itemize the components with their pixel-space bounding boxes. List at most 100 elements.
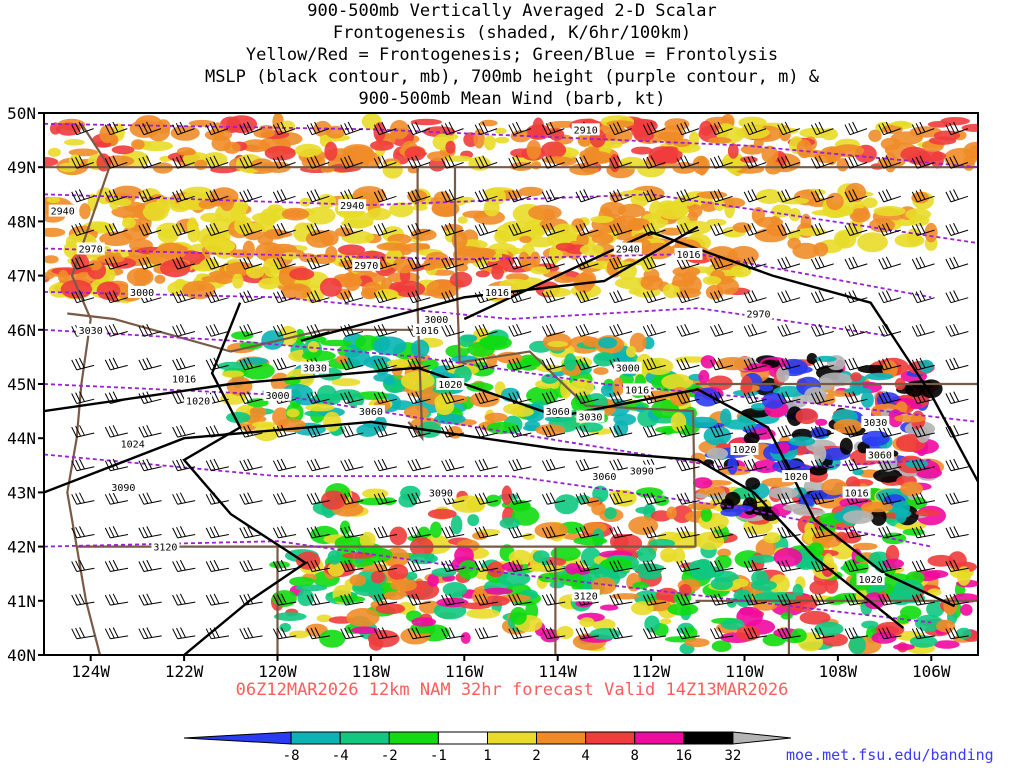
wind-barb xyxy=(272,121,296,136)
wind-barb xyxy=(743,425,767,438)
height-contour-label: 3060 xyxy=(590,470,619,483)
shading-patch xyxy=(662,283,680,299)
shading-patch xyxy=(331,378,361,387)
shading-patch xyxy=(232,273,244,289)
wind-barb xyxy=(508,526,532,539)
wind-barb xyxy=(239,425,263,438)
shading-patch xyxy=(703,425,732,446)
shading-patch xyxy=(600,604,619,611)
shading-patch xyxy=(126,267,154,287)
shading-patch xyxy=(714,555,732,569)
svg-text:3030: 3030 xyxy=(303,364,327,375)
wind-barb xyxy=(777,559,801,572)
wind-barb xyxy=(373,290,397,304)
wind-barb xyxy=(239,290,263,304)
shading-patch xyxy=(590,215,614,223)
colorbar-tick-label: 2 xyxy=(532,748,540,764)
shading-patch xyxy=(667,602,699,616)
svg-text:3060: 3060 xyxy=(868,451,892,462)
wind-barb xyxy=(71,357,95,371)
shading-patch xyxy=(644,357,674,375)
shading-patch xyxy=(68,148,99,157)
wind-barb xyxy=(575,222,599,236)
shading-patch xyxy=(60,279,93,299)
wind-barb xyxy=(407,256,431,270)
colorbar-swatch xyxy=(290,731,341,745)
wind-barb xyxy=(407,290,431,304)
wind-barb xyxy=(710,526,734,539)
wind-barb xyxy=(138,458,162,472)
shading-patch xyxy=(672,202,686,218)
shading-patch xyxy=(427,508,457,519)
shading-patch xyxy=(631,146,653,155)
wind-barb xyxy=(945,121,969,136)
wind-barb xyxy=(407,593,431,606)
shading-patch xyxy=(905,208,932,221)
wind-barb xyxy=(205,155,229,169)
shading-patch xyxy=(458,334,474,347)
shading-patch xyxy=(483,199,500,217)
wind-barb xyxy=(844,222,868,236)
colorbar-tick-label: 8 xyxy=(630,748,638,764)
wind-barb xyxy=(138,425,162,438)
wind-barb xyxy=(172,357,196,371)
shading-patch xyxy=(79,203,91,220)
shading-patch xyxy=(748,554,776,563)
wind-barb xyxy=(474,323,498,337)
shading-patch xyxy=(933,640,960,649)
shading-patch xyxy=(510,500,531,512)
height-contour-label: 2940 xyxy=(613,242,642,256)
wind-barb xyxy=(340,155,363,169)
shading-patch xyxy=(727,143,739,159)
wind-barb xyxy=(373,323,397,337)
shading-patch xyxy=(494,136,510,144)
wind-barb xyxy=(373,526,398,539)
shading-patch xyxy=(320,339,353,347)
shading-patch xyxy=(518,251,530,269)
wind-barb xyxy=(104,492,129,505)
wind-barb xyxy=(541,458,566,472)
shading-patch xyxy=(534,522,569,539)
svg-text:3090: 3090 xyxy=(429,488,453,499)
shading-patch xyxy=(842,510,874,524)
wind-barb xyxy=(642,256,666,270)
wind-barb xyxy=(743,559,767,572)
wind-barb xyxy=(407,189,431,203)
shading-patch xyxy=(688,559,714,573)
credit-link[interactable]: moe.met.fsu.edu/banding xyxy=(786,746,994,764)
wind-barb xyxy=(508,189,532,203)
shading-patch xyxy=(510,407,534,417)
shading-patch xyxy=(927,554,955,567)
wind-barb xyxy=(911,458,936,472)
shading-patch xyxy=(640,275,664,291)
wind-barb xyxy=(642,155,666,169)
shading-patch xyxy=(289,267,315,281)
wind-barb xyxy=(810,323,834,337)
shading-patch xyxy=(333,595,366,603)
shading-patch xyxy=(97,254,125,264)
wind-barb xyxy=(609,189,632,203)
shading-patch xyxy=(229,249,248,258)
wind-barb xyxy=(676,391,700,404)
state-border-line xyxy=(453,167,697,547)
svg-text:3030: 3030 xyxy=(863,418,887,429)
state-border-line xyxy=(407,167,424,442)
shading-patch xyxy=(813,151,841,164)
shading-patch xyxy=(719,197,746,209)
wind-barb xyxy=(441,121,464,136)
wind-barb xyxy=(777,357,801,371)
height-contour-label: 3000 xyxy=(128,285,157,299)
shading-patch xyxy=(547,341,568,348)
shading-patch xyxy=(231,331,254,340)
shading-patch xyxy=(717,548,731,558)
svg-text:3000: 3000 xyxy=(616,364,640,375)
shading-patch xyxy=(638,569,662,580)
wind-barb xyxy=(541,425,566,438)
wind-barb xyxy=(474,357,498,371)
svg-text:3120: 3120 xyxy=(153,543,177,554)
wind-barb xyxy=(104,391,128,404)
title-line-2: Frontogenesis (shaded, K/6hr/100km) xyxy=(332,23,692,43)
wind-barb xyxy=(911,290,935,304)
wind-barb xyxy=(945,357,969,371)
wind-barb xyxy=(474,526,498,539)
